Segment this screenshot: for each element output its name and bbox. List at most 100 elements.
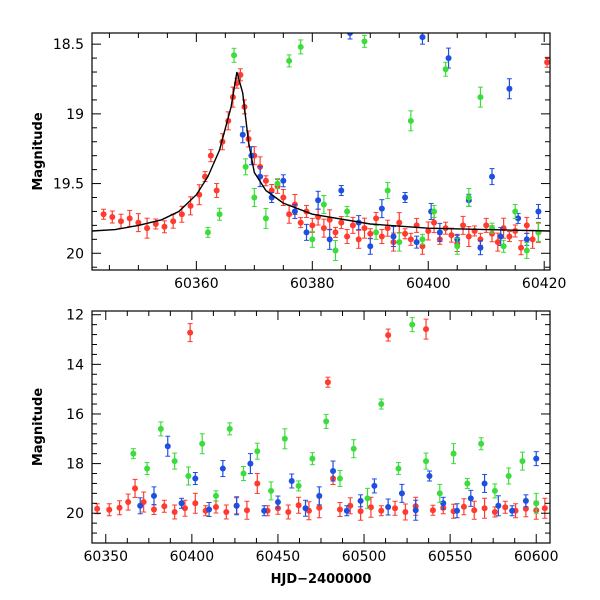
data-point <box>137 502 144 509</box>
data-point <box>460 503 467 510</box>
data-point <box>412 507 419 514</box>
data-point <box>231 52 238 59</box>
data-point <box>219 465 226 472</box>
data-point <box>512 227 519 234</box>
data-point <box>423 326 430 333</box>
x-tick-label: 60450 <box>256 549 301 565</box>
data-point <box>320 201 327 208</box>
data-point <box>541 505 548 512</box>
data-point <box>523 247 530 254</box>
data-point <box>130 450 137 457</box>
data-point <box>523 222 530 229</box>
y-tick-label: 12 <box>66 308 84 324</box>
data-point <box>316 492 323 499</box>
y-tick-label: 18.5 <box>53 37 84 53</box>
data-point <box>373 229 380 236</box>
data-point <box>261 507 268 514</box>
data-point <box>407 117 414 124</box>
data-point <box>395 465 402 472</box>
x-tick-label: 60380 <box>290 276 335 292</box>
x-tick-label: 60400 <box>406 276 451 292</box>
data-point <box>402 230 409 237</box>
plot-frame <box>91 32 551 271</box>
data-point <box>212 504 219 511</box>
data-point <box>332 247 339 254</box>
data-point <box>150 506 157 513</box>
data-point <box>199 440 206 447</box>
x-tick-label: 60360 <box>174 276 219 292</box>
data-point <box>251 194 258 201</box>
data-point <box>378 507 385 514</box>
data-point <box>212 492 219 499</box>
data-point <box>302 505 309 512</box>
data-point <box>533 455 540 462</box>
data-point <box>464 480 471 487</box>
data-point <box>481 480 488 487</box>
data-point <box>491 508 498 515</box>
y-axis-title: Magnitude <box>31 388 46 467</box>
series-1 <box>137 435 540 521</box>
y-tick-label: 16 <box>66 407 84 423</box>
data-point <box>384 187 391 194</box>
data-point <box>181 505 188 512</box>
data-point <box>407 236 414 243</box>
data-point <box>436 490 443 497</box>
data-point <box>349 222 356 229</box>
y-tick-label: 14 <box>66 357 84 373</box>
y-axis-title: Magnitude <box>31 112 46 191</box>
data-point <box>396 219 403 226</box>
data-point <box>465 233 472 240</box>
data-point <box>440 500 447 507</box>
data-point <box>450 450 457 457</box>
y-tick-label: 19 <box>66 107 84 123</box>
data-point <box>192 475 199 482</box>
data-point <box>454 507 461 514</box>
data-point <box>207 152 214 159</box>
data-point <box>509 507 516 514</box>
data-point <box>467 495 474 502</box>
data-point <box>402 508 409 515</box>
data-point <box>364 495 371 502</box>
data-point <box>187 329 194 336</box>
data-point <box>206 506 213 513</box>
data-point <box>429 507 436 514</box>
data-point <box>378 233 385 240</box>
data-point <box>346 33 353 36</box>
data-point <box>491 487 498 494</box>
data-point <box>448 232 455 239</box>
data-point <box>316 504 323 511</box>
data-point <box>315 197 322 204</box>
data-point <box>185 473 192 480</box>
data-point <box>502 504 509 511</box>
data-point <box>436 229 443 236</box>
data-point <box>309 222 316 229</box>
data-point <box>357 508 364 515</box>
data-point <box>309 236 316 243</box>
data-point <box>477 244 484 251</box>
data-point <box>489 230 496 237</box>
data-point <box>237 71 244 78</box>
data-point <box>254 448 261 455</box>
data-point <box>419 236 426 243</box>
data-point <box>171 508 178 515</box>
data-point <box>326 216 333 223</box>
data-point <box>280 194 287 201</box>
data-point <box>454 243 461 250</box>
data-point <box>150 492 157 499</box>
data-point <box>396 239 403 246</box>
data-point <box>125 499 132 506</box>
x-tick-label: 60500 <box>342 549 387 565</box>
data-point <box>161 223 168 230</box>
data-point <box>367 243 374 250</box>
data-point <box>297 43 304 50</box>
data-point <box>216 211 223 218</box>
data-point <box>367 504 374 511</box>
y-tick-label: 20 <box>66 246 84 262</box>
data-point <box>178 211 185 218</box>
data-point <box>100 211 107 218</box>
data-point <box>344 208 351 215</box>
data-point <box>309 455 316 462</box>
data-point <box>522 497 529 504</box>
data-point <box>519 458 526 465</box>
